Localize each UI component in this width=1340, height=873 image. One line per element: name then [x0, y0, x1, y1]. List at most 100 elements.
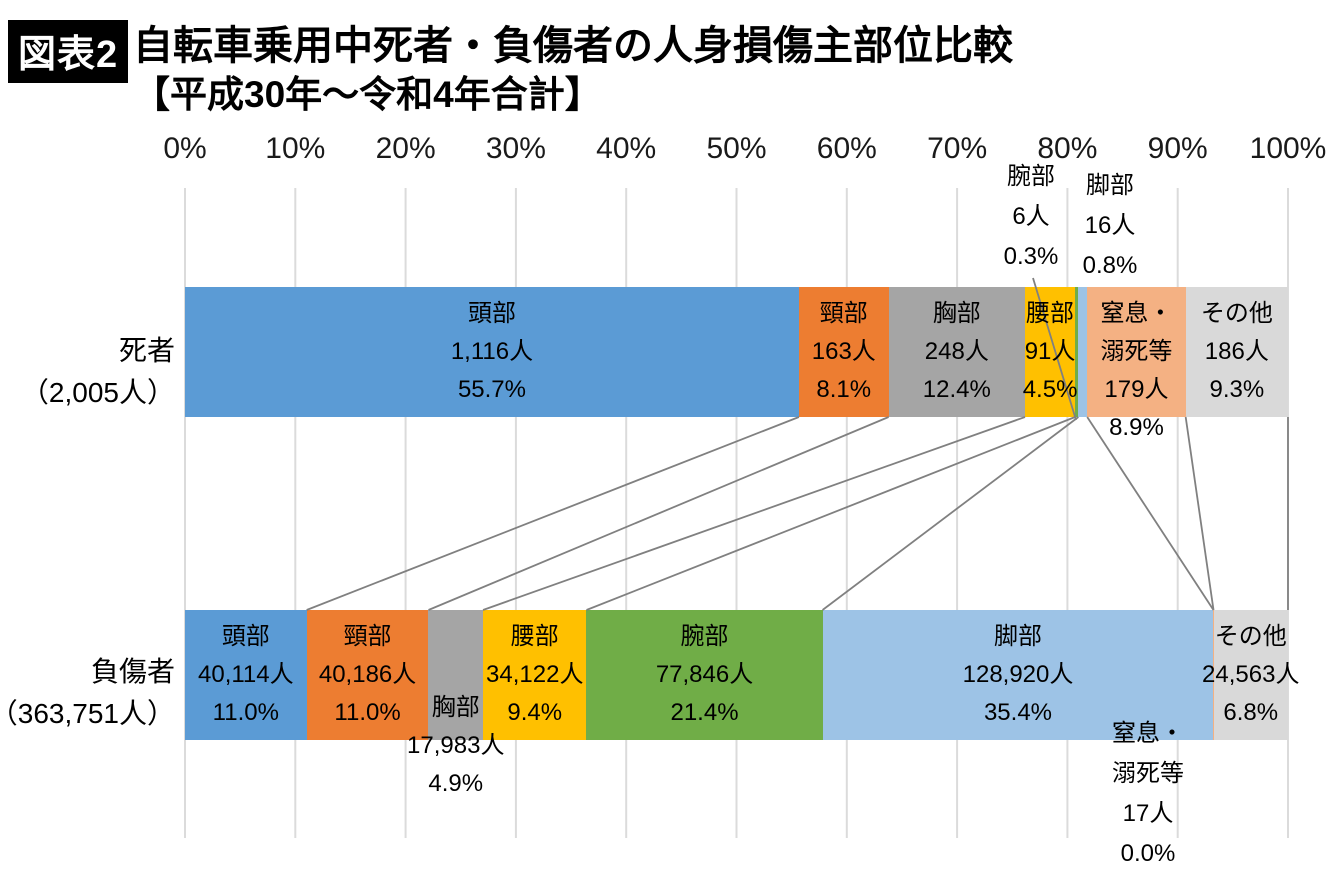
segment-deaths-chest [888, 287, 1026, 417]
segment-injured-neck [306, 610, 429, 740]
chart-title: 自転車乗用中死者・負傷者の人身損傷主部位比較 [133, 24, 1013, 68]
segment-label-line: 35.4% [983, 699, 1053, 726]
segment-label-line: 11.0% [212, 699, 279, 726]
segment-deaths-leg [1078, 287, 1088, 417]
segment-label-line: 1,116人 [450, 338, 534, 365]
segment-label-injured-drowning: 窒息・溺死等 17人 0.0% [1112, 714, 1184, 873]
chart-subtitle: 【平成30年～令和4年合計】 [133, 74, 602, 115]
segment-label-line: 17人 [1122, 800, 1174, 827]
segment-label-line: 腕部 [1006, 163, 1055, 190]
segment-label-line: 21.4% [670, 699, 739, 726]
segment-label-line: 91人 [1024, 338, 1076, 365]
segment-label-line: 6.8% [1223, 699, 1279, 726]
segment-injured-chest [428, 610, 483, 740]
segment-label-deaths-other: その他 186人 9.3% [1201, 295, 1273, 409]
segment-label-line: 6人 [1012, 203, 1050, 230]
axis-tick-label: 50% [706, 132, 767, 165]
axis-tick-label: 70% [927, 132, 988, 165]
axis-tick-label: 20% [375, 132, 436, 165]
row-label-deaths: 死者 （2,005人） [21, 330, 175, 414]
connector-line [306, 416, 800, 611]
segment-label-line: 0.0% [1120, 840, 1176, 867]
segment-label-line: 脚部 [1085, 172, 1134, 199]
axis-tick-label: 100% [1249, 132, 1327, 165]
row-label-name: 死者 [118, 335, 175, 366]
segment-label-line: 頭部 [221, 623, 270, 650]
segment-label-line: 248人 [924, 338, 989, 365]
segment-label-line: 腕部 [680, 623, 729, 650]
segment-label-line: 4.9% [428, 770, 484, 797]
segment-label-line: 186人 [1204, 338, 1269, 365]
segment-label-line: その他 [1214, 623, 1287, 650]
segment-label-line: 溺死等 [1100, 338, 1173, 365]
segment-label-line: 脚部 [993, 623, 1042, 650]
axis-tick-label: 60% [816, 132, 877, 165]
segment-label-injured-neck: 頸部 40,186人 11.0% [319, 618, 416, 732]
row-label-injured: 負傷者 （363,751人） [0, 651, 175, 735]
segment-label-deaths-neck: 頸部 163人 8.1% [812, 295, 876, 409]
segment-label-line: 頸部 [819, 300, 868, 327]
segment-label-line: 17,983人 [407, 732, 505, 759]
segment-label-line: 40,186人 [318, 661, 417, 688]
axis-tick-label: 0% [163, 132, 207, 165]
segment-injured-other [1213, 610, 1288, 740]
segment-label-deaths-head: 頭部 1,116人 55.7% [451, 295, 533, 409]
connector-line [586, 416, 1076, 611]
row-label-name: 負傷者 [90, 656, 175, 687]
segment-label-line: 11.0% [334, 699, 401, 726]
segment-deaths-neck [798, 287, 889, 417]
segment-deaths-head [185, 287, 799, 417]
row-label-total: （363,751人） [0, 698, 175, 729]
segment-label-line: 0.3% [1003, 243, 1059, 270]
segment-label-deaths-leg: 脚部 16人 0.8% [1083, 166, 1138, 286]
segment-deaths-drowning [1087, 287, 1186, 417]
axis-tick-label: 80% [1037, 132, 1098, 165]
segment-label-line: 9.4% [507, 699, 563, 726]
segment-label-line: 12.4% [922, 376, 991, 403]
segment-label-line: 窒息・ [1100, 300, 1173, 327]
segment-label-deaths-arm: 腕部 6人 0.3% [1004, 157, 1059, 277]
axis-tick-label: 40% [596, 132, 657, 165]
axis-tick-label: 10% [265, 132, 326, 165]
axis-tick-label: 90% [1147, 132, 1208, 165]
axis-tick-label: 30% [485, 132, 546, 165]
connector-line [1184, 416, 1215, 611]
segment-label-line: 腰部 [1026, 300, 1075, 327]
segment-label-line: 頸部 [343, 623, 392, 650]
segment-label-line: 9.3% [1209, 376, 1265, 403]
segment-label-line: 163人 [811, 338, 876, 365]
segment-label-line: 腰部 [510, 623, 559, 650]
segment-label-injured-chest: 胸部 17,983人 4.9% [407, 689, 504, 803]
segment-label-line: 胸部 [932, 300, 981, 327]
connector-line [822, 416, 1079, 611]
segment-label-line: 40,114人 [198, 661, 294, 688]
segment-injured-arm [586, 610, 823, 740]
segment-label-line: 溺死等 [1112, 760, 1184, 787]
segment-label-line: 16人 [1084, 212, 1136, 239]
connector-line [482, 416, 1026, 611]
segment-label-line: 55.7% [457, 376, 526, 403]
row-label-total: （2,005人） [20, 377, 175, 408]
segment-label-line: 8.1% [816, 376, 872, 403]
segment-label-line: 179人 [1104, 376, 1169, 403]
segment-label-injured-leg: 脚部 128,920人 35.4% [963, 618, 1074, 732]
segment-label-line: 0.8% [1082, 252, 1138, 279]
segment-label-line: 胸部 [431, 694, 480, 721]
connector-line [428, 416, 889, 611]
segment-label-line: その他 [1200, 300, 1273, 327]
segment-label-line: 128,920人 [962, 661, 1074, 688]
segment-injured-leg [822, 610, 1214, 740]
segment-label-injured-lumbar: 腰部 34,122人 9.4% [486, 618, 583, 732]
segment-label-injured-other: その他 24,563人 6.8% [1202, 618, 1299, 732]
segment-label-line: 頭部 [467, 300, 516, 327]
segment-label-line: 24,563人 [1202, 661, 1300, 688]
segment-deaths-other [1185, 287, 1288, 417]
segment-label-line: 窒息・ [1112, 720, 1184, 747]
segment-label-injured-arm: 腕部 77,846人 21.4% [656, 618, 753, 732]
segment-label-deaths-drowning: 窒息・溺死等 179人 8.9% [1100, 295, 1172, 447]
segment-injured-lumbar [483, 610, 587, 740]
segment-label-line: 8.9% [1109, 414, 1164, 441]
segment-injured-head [185, 610, 307, 740]
segment-label-line: 34,122人 [486, 661, 584, 688]
